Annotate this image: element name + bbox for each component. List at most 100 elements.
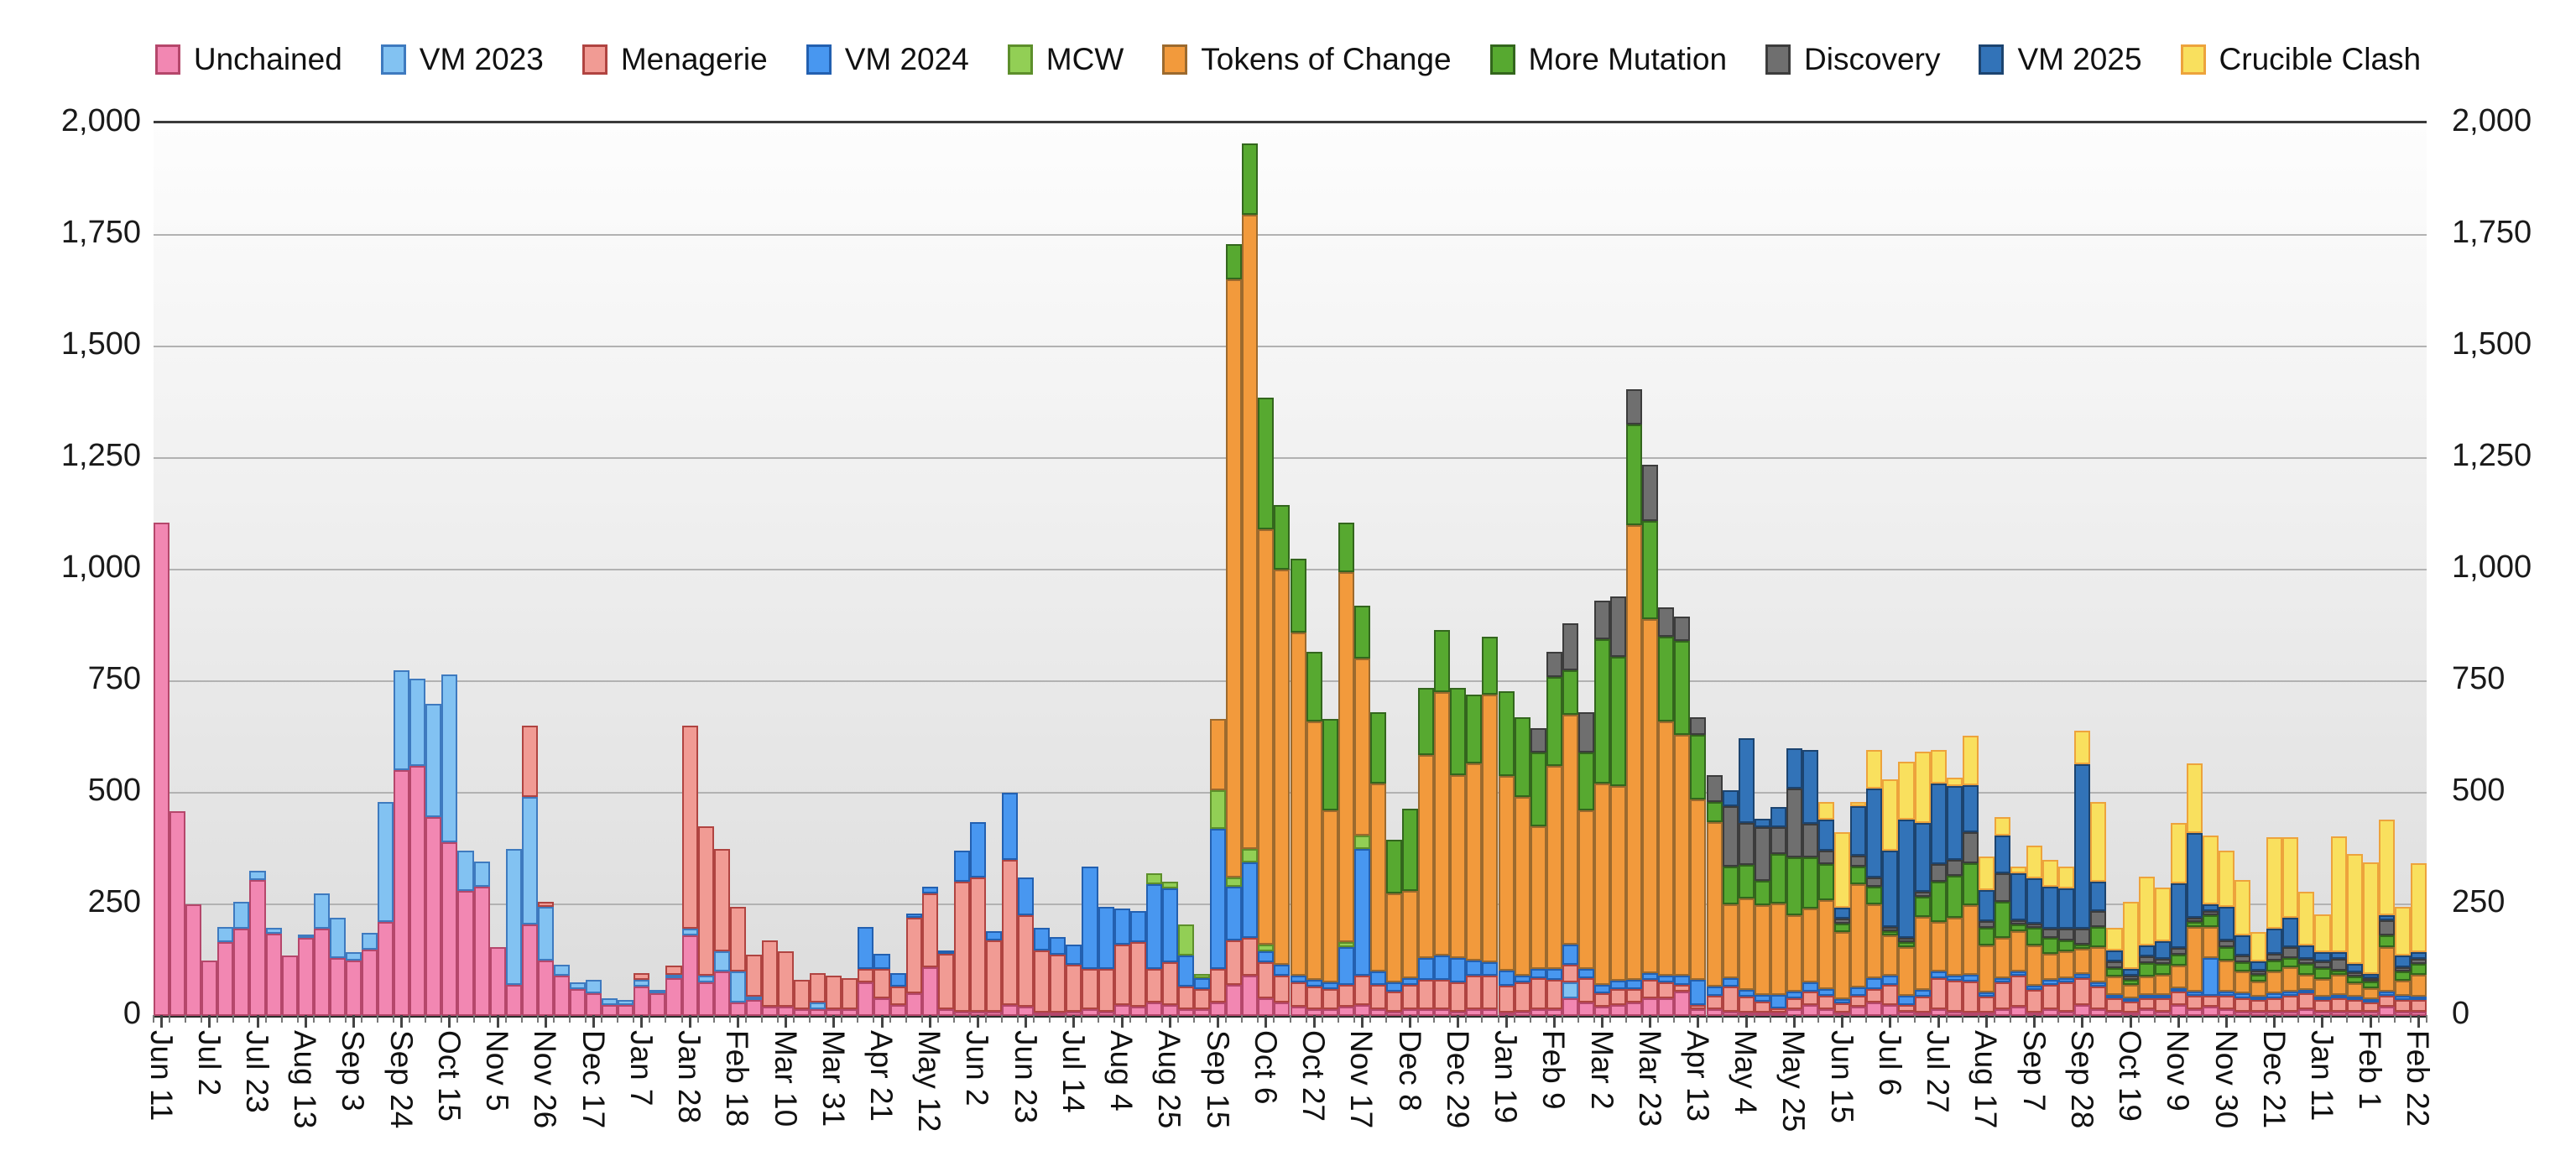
bar-segment-unchained[interactable] (505, 984, 522, 1016)
bar-segment-menagerie[interactable] (1082, 969, 1098, 1009)
bar-week-79[interactable] (1402, 808, 1419, 1016)
bar-segment-crucible-clash[interactable] (2074, 730, 2091, 764)
bar-week-97[interactable] (1690, 716, 1707, 1016)
bar-segment-vm-2024[interactable] (1626, 980, 1643, 989)
bar-segment-crucible-clash[interactable] (1834, 831, 1851, 909)
bar-segment-vm-2024[interactable] (2026, 986, 2043, 991)
bar-segment-menagerie[interactable] (2346, 1000, 2363, 1012)
bar-week-21[interactable] (473, 862, 490, 1016)
bar-segment-vm-2025[interactable] (1770, 807, 1786, 828)
bar-segment-tokens-of-change[interactable] (2026, 945, 2043, 987)
bar-segment-vm-2024[interactable] (905, 913, 922, 919)
bar-segment-tokens-of-change[interactable] (2298, 974, 2315, 991)
bar-segment-menagerie[interactable] (1418, 980, 1435, 1009)
bar-segment-unchained[interactable] (1066, 1011, 1082, 1016)
bar-segment-vm-2023[interactable] (697, 976, 714, 983)
bar-segment-menagerie[interactable] (2266, 997, 2283, 1012)
bar-week-41[interactable] (794, 980, 811, 1016)
bar-week-116[interactable] (1994, 817, 2010, 1016)
bar-segment-crucible-clash[interactable] (2138, 876, 2155, 946)
bar-week-75[interactable] (1338, 523, 1354, 1016)
bar-segment-vm-2025[interactable] (2106, 950, 2123, 961)
bar-segment-crucible-clash[interactable] (1978, 856, 1995, 890)
bar-segment-vm-2023[interactable] (378, 801, 394, 923)
bar-segment-unchained[interactable] (217, 942, 234, 1016)
bar-segment-tokens-of-change[interactable] (2218, 960, 2235, 992)
bar-segment-menagerie[interactable] (2202, 996, 2219, 1008)
bar-segment-unchained[interactable] (969, 1011, 986, 1016)
bar-segment-unchained[interactable] (1369, 1009, 1386, 1016)
bar-segment-tokens-of-change[interactable] (1946, 918, 1963, 976)
bar-segment-vm-2025[interactable] (2234, 935, 2251, 956)
bar-segment-menagerie[interactable] (969, 877, 986, 1012)
bar-segment-crucible-clash[interactable] (1946, 777, 1963, 787)
bar-week-14[interactable] (362, 933, 378, 1016)
bar-segment-unchained[interactable] (441, 841, 458, 1016)
bar-week-80[interactable] (1418, 687, 1435, 1016)
bar-week-111[interactable] (1914, 751, 1931, 1016)
bar-segment-vm-2023[interactable] (345, 951, 362, 961)
bar-segment-menagerie[interactable] (2234, 997, 2251, 1012)
bar-week-127[interactable] (2170, 822, 2187, 1016)
bar-week-81[interactable] (1434, 629, 1451, 1016)
bar-segment-unchained[interactable] (761, 1007, 778, 1016)
bar-week-122[interactable] (2090, 801, 2107, 1016)
bar-week-134[interactable] (2282, 837, 2299, 1016)
bar-segment-vm-2025[interactable] (1866, 788, 1883, 878)
bar-segment-menagerie[interactable] (745, 954, 762, 997)
bar-segment-more-mutation[interactable] (2186, 922, 2203, 927)
bar-segment-unchained[interactable] (1322, 1009, 1338, 1016)
bar-segment-tokens-of-change[interactable] (1722, 904, 1739, 978)
bar-segment-crucible-clash[interactable] (2154, 888, 2171, 941)
bar-segment-tokens-of-change[interactable] (1738, 898, 1755, 991)
bar-segment-unchained[interactable] (2362, 1011, 2379, 1016)
bar-segment-discovery[interactable] (2202, 911, 2219, 916)
bar-week-130[interactable] (2218, 851, 2235, 1016)
bar-segment-menagerie[interactable] (1530, 977, 1546, 1009)
bar-segment-more-mutation[interactable] (2298, 963, 2315, 975)
bar-segment-vm-2024[interactable] (1066, 944, 1082, 965)
bar-segment-unchained[interactable] (1994, 1009, 2010, 1016)
bar-segment-discovery[interactable] (2170, 947, 2187, 955)
bar-segment-discovery[interactable] (2394, 966, 2411, 971)
bar-segment-vm-2024[interactable] (1642, 973, 1659, 981)
bar-segment-tokens-of-change[interactable] (1546, 766, 1562, 970)
bar-segment-unchained[interactable] (201, 960, 218, 1016)
bar-week-3[interactable] (185, 904, 202, 1016)
bar-segment-menagerie[interactable] (2410, 1000, 2427, 1012)
bar-segment-unchained[interactable] (1353, 1004, 1370, 1016)
bar-week-66[interactable] (1194, 973, 1211, 1016)
bar-week-118[interactable] (2026, 845, 2043, 1016)
bar-segment-tokens-of-change[interactable] (1306, 721, 1322, 981)
bar-segment-unchained[interactable] (2010, 1007, 2027, 1016)
bar-segment-vm-2024[interactable] (2266, 993, 2283, 998)
bar-segment-menagerie[interactable] (1145, 969, 1162, 1002)
bar-segment-menagerie[interactable] (1738, 997, 1755, 1013)
bar-segment-unchained[interactable] (2074, 1004, 2091, 1016)
bar-segment-more-mutation[interactable] (2202, 915, 2219, 927)
bar-week-109[interactable] (1882, 779, 1899, 1016)
bar-segment-unchained[interactable] (281, 956, 298, 1016)
bar-segment-more-mutation[interactable] (1353, 605, 1370, 659)
bar-segment-unchained[interactable] (1274, 1002, 1291, 1016)
bar-week-101[interactable] (1754, 818, 1770, 1016)
bar-segment-menagerie[interactable] (1802, 991, 1819, 1005)
bar-segment-unchained[interactable] (729, 1002, 746, 1016)
bar-segment-vm-2023[interactable] (602, 997, 618, 1005)
bar-week-4[interactable] (201, 960, 218, 1016)
bar-segment-menagerie[interactable] (1402, 984, 1419, 1009)
bar-segment-more-mutation[interactable] (1834, 923, 1851, 933)
bar-segment-tokens-of-change[interactable] (1353, 659, 1370, 836)
bar-segment-tokens-of-change[interactable] (1258, 529, 1275, 945)
bar-week-137[interactable] (2330, 836, 2347, 1016)
bar-segment-tokens-of-change[interactable] (1450, 774, 1467, 958)
bar-segment-vm-2024[interactable] (1274, 964, 1291, 976)
bar-segment-vm-2024[interactable] (1546, 969, 1562, 981)
bar-segment-tokens-of-change[interactable] (2346, 983, 2363, 997)
bar-segment-menagerie[interactable] (921, 893, 938, 967)
bar-segment-vm-2025[interactable] (1754, 818, 1770, 828)
bar-segment-vm-2025[interactable] (1882, 851, 1899, 927)
bar-segment-tokens-of-change[interactable] (2122, 984, 2139, 998)
bar-segment-more-mutation[interactable] (2282, 957, 2299, 967)
bar-segment-tokens-of-change[interactable] (1290, 632, 1306, 976)
